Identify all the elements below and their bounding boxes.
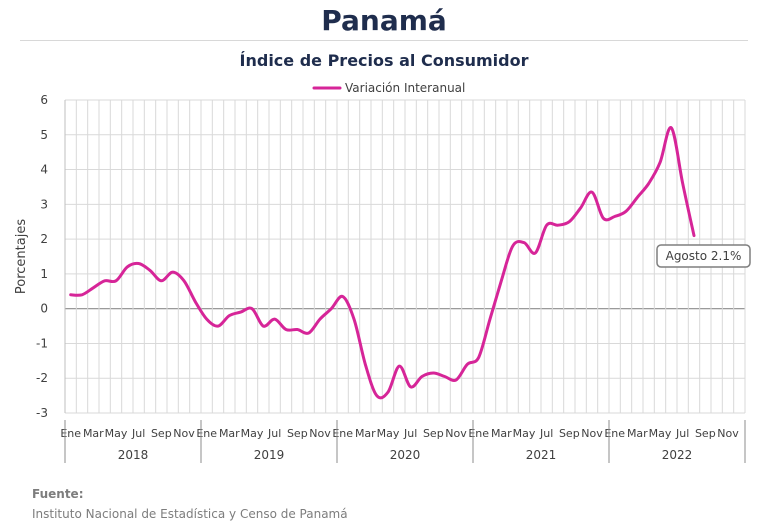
year-label: 2022: [662, 448, 693, 462]
year-label: 2019: [254, 448, 285, 462]
y-tick-label: -2: [36, 371, 48, 385]
y-axis-title: Porcentajes: [14, 219, 29, 294]
x-tick-label: Mar: [491, 427, 512, 440]
x-tick-label: Ene: [468, 427, 489, 440]
year-label: 2020: [390, 448, 421, 462]
y-tick-label: 1: [40, 267, 48, 281]
x-tick-label: Jul: [675, 427, 689, 440]
x-tick-label: May: [241, 427, 264, 440]
chart-subtitle: Índice de Precios al Consumidor: [239, 51, 529, 70]
x-tick-label: Mar: [627, 427, 648, 440]
x-tick-label: May: [105, 427, 128, 440]
x-tick-label: Mar: [355, 427, 376, 440]
x-tick-label: Jul: [539, 427, 553, 440]
callout: Agosto 2.1%: [656, 244, 751, 268]
x-tick-label: Jul: [267, 427, 281, 440]
x-tick-label: Ene: [196, 427, 217, 440]
series-layer: [69, 126, 696, 400]
x-tick-label: Ene: [332, 427, 353, 440]
x-tick-label: May: [377, 427, 400, 440]
year-label: 2021: [526, 448, 557, 462]
source-label: Fuente:: [32, 487, 84, 501]
y-tick-label: 5: [40, 128, 48, 142]
page-title: Panamá: [321, 4, 447, 37]
x-tick-label: Sep: [287, 427, 308, 440]
y-tick-label: 0: [40, 302, 48, 316]
series-line-variacion-interanual: [69, 126, 696, 400]
x-tick-label: Nov: [717, 427, 739, 440]
x-tick-label: Sep: [423, 427, 444, 440]
legend: Variación Interanual: [312, 81, 465, 95]
y-tick-label: 4: [40, 163, 48, 177]
x-tick-label: Ene: [60, 427, 81, 440]
x-tick-label: Nov: [581, 427, 603, 440]
year-label: 2018: [118, 448, 149, 462]
x-tick-label: Sep: [559, 427, 580, 440]
x-tick-label: Mar: [219, 427, 240, 440]
x-tick-label: Ene: [604, 427, 625, 440]
x-tick-label: Jul: [131, 427, 145, 440]
x-tick-label: Nov: [309, 427, 331, 440]
grid-layer: [64, 99, 746, 414]
y-tick-label: 2: [40, 232, 48, 246]
x-tick-label: Sep: [151, 427, 172, 440]
x-tick-label: Jul: [403, 427, 417, 440]
x-tick-label: Mar: [83, 427, 104, 440]
annotation-box: [656, 244, 751, 268]
source-text: Instituto Nacional de Estadística y Cens…: [32, 507, 348, 521]
x-tick-label: Sep: [695, 427, 716, 440]
y-tick-label: 6: [40, 93, 48, 107]
y-tick-label: -3: [36, 406, 48, 420]
x-tick-label: Nov: [445, 427, 467, 440]
legend-label: Variación Interanual: [345, 81, 465, 95]
annotation-label: Agosto 2.1%: [666, 249, 742, 263]
x-tick-label: May: [649, 427, 672, 440]
x-tick-label: May: [513, 427, 536, 440]
y-tick-label: 3: [40, 197, 48, 211]
x-tick-label: Nov: [173, 427, 195, 440]
y-tick-label: -1: [36, 336, 48, 350]
title-divider: [20, 40, 748, 41]
